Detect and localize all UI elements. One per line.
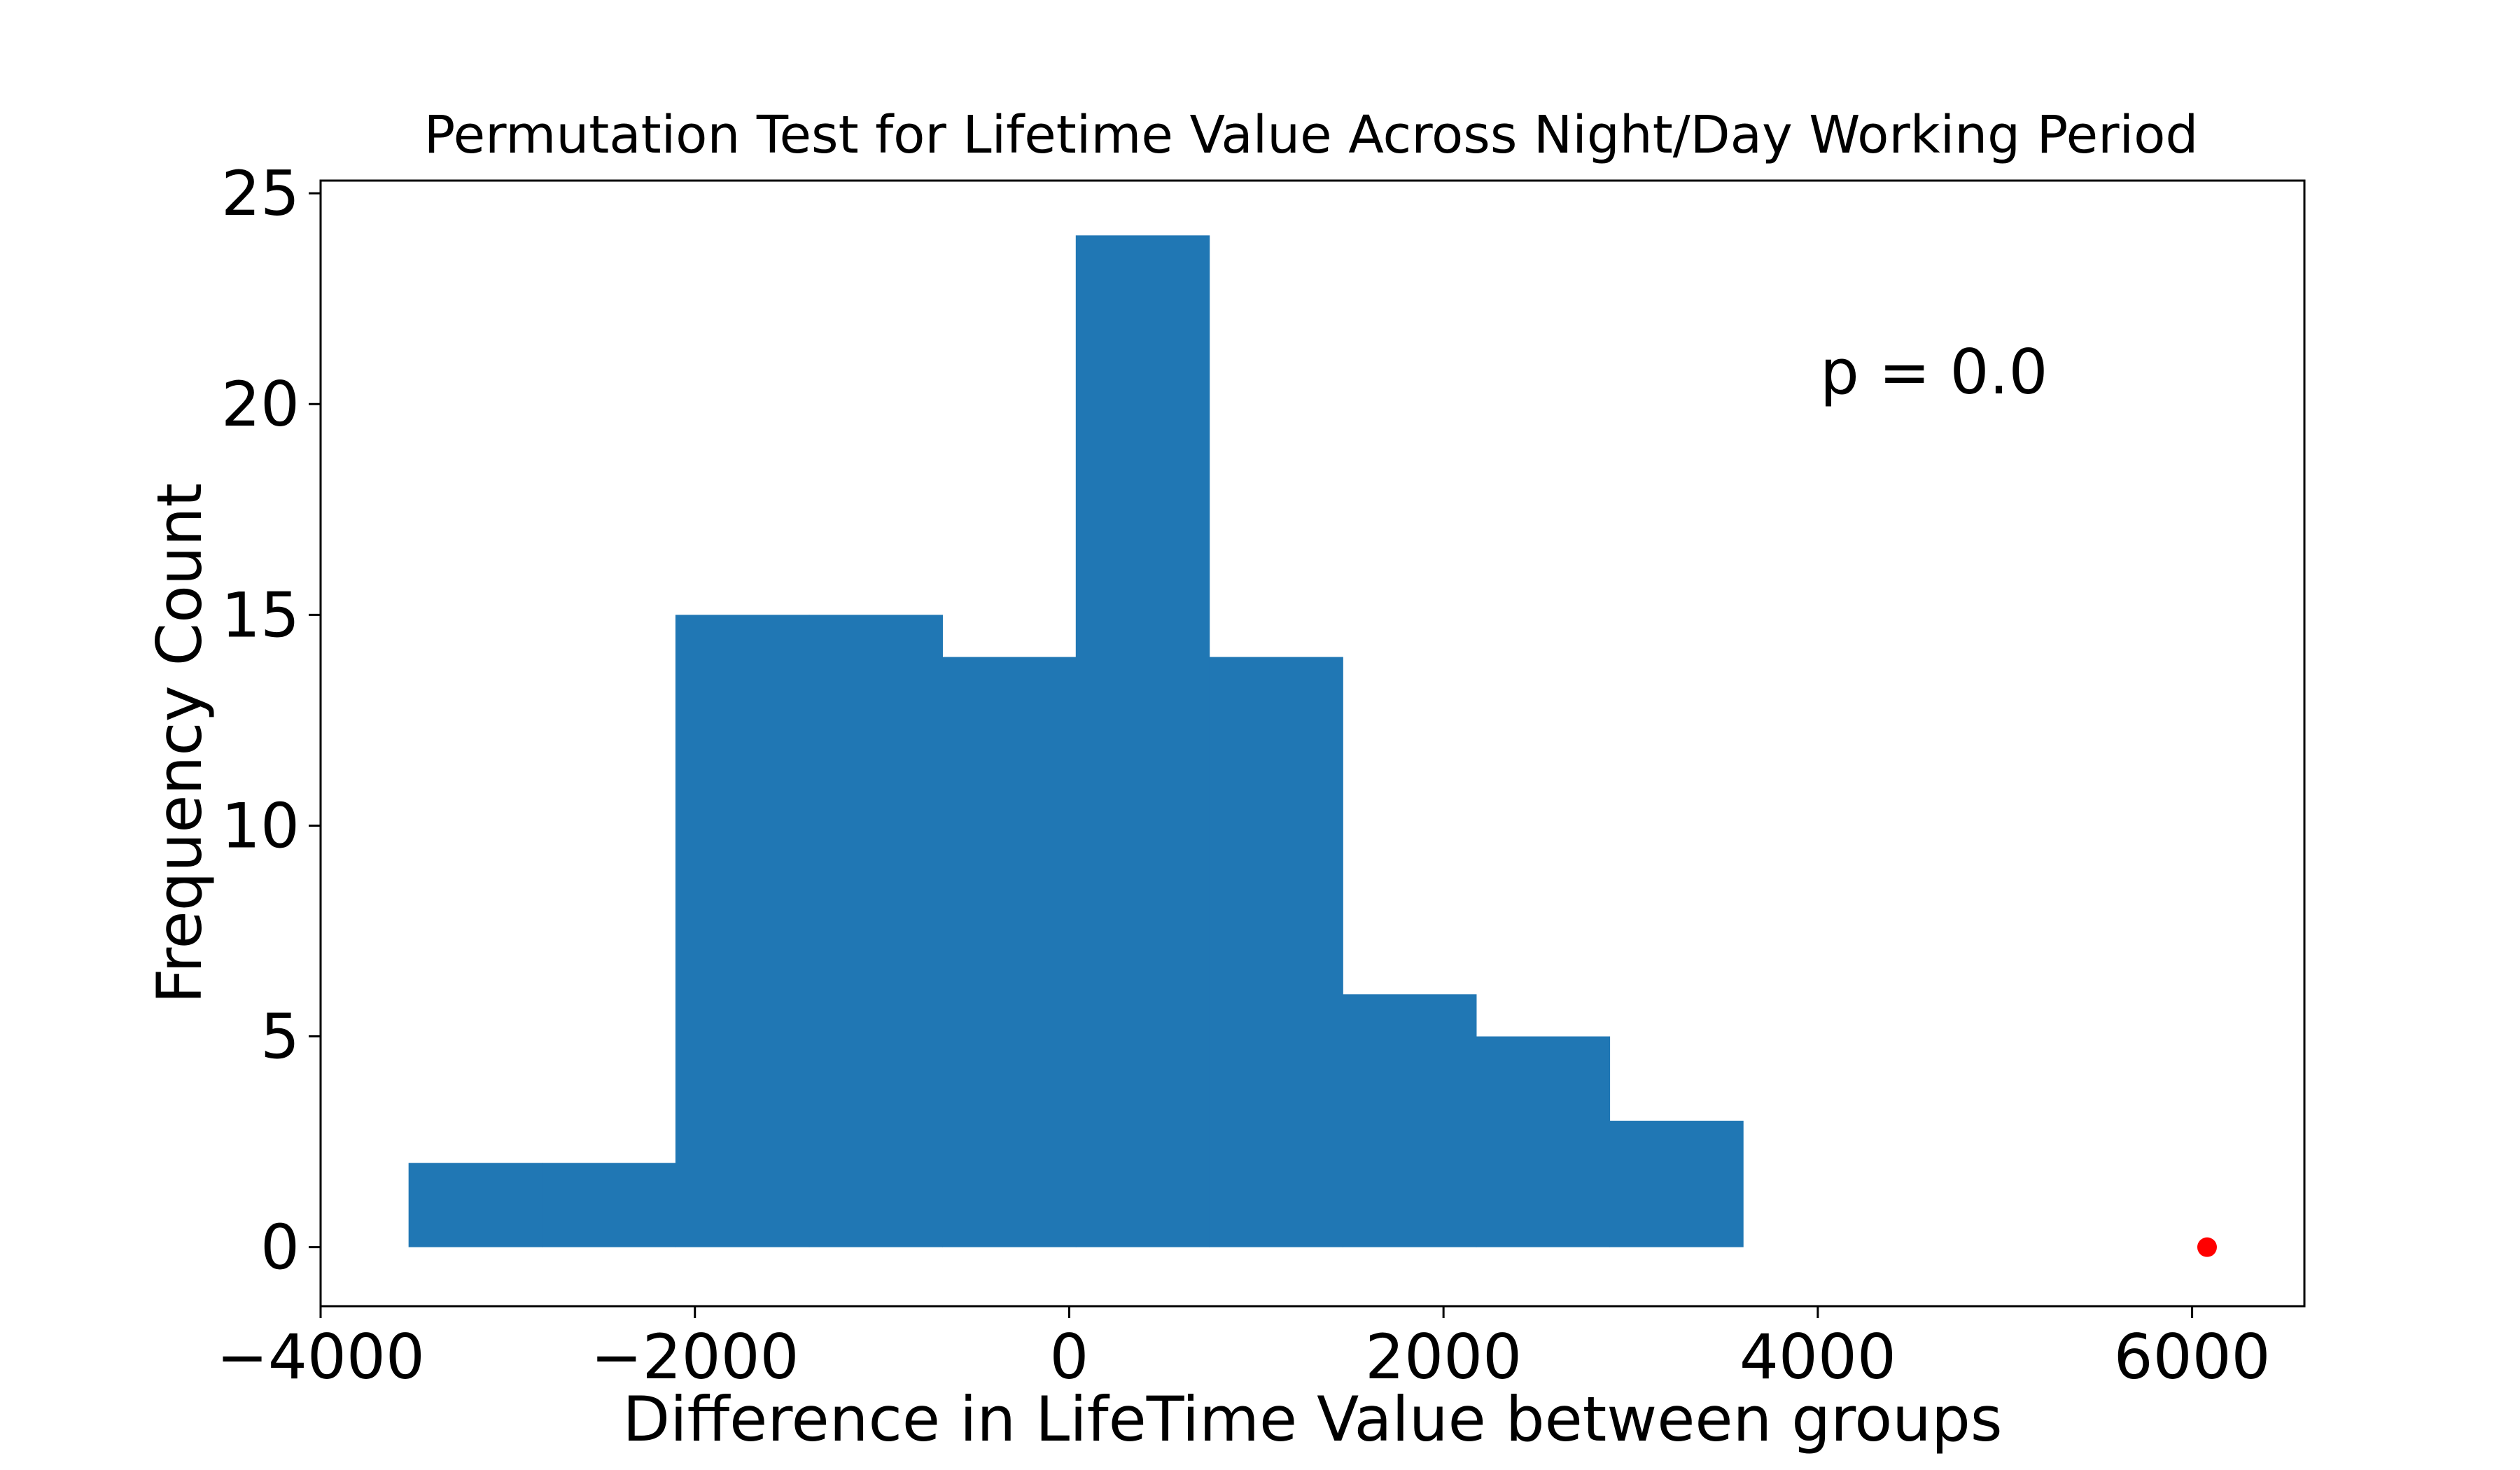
x-tick-label: −2000 — [591, 1321, 799, 1393]
observed-point-layer — [2197, 1237, 2217, 1257]
plot-frame — [319, 179, 2306, 1308]
x-tick-label: 6000 — [2114, 1321, 2271, 1393]
y-tick-label: 5 — [260, 1001, 300, 1073]
histogram-bars — [408, 235, 1744, 1247]
histogram-bar — [808, 615, 943, 1247]
y-tick-label: 10 — [221, 790, 300, 862]
chart-title: Permutation Test for Lifetime Value Acro… — [424, 105, 2199, 165]
histogram-bar — [1209, 657, 1343, 1247]
histogram-bar — [1609, 1121, 1744, 1247]
x-tick-label: 4000 — [1740, 1321, 1896, 1393]
y-axis-label: Frequency Count — [144, 483, 216, 1004]
histogram-bar — [942, 657, 1077, 1247]
histogram-bar — [1075, 235, 1210, 1247]
y-tick-label: 15 — [221, 579, 300, 651]
y-tick-label: 20 — [221, 368, 300, 440]
y-tick-label: 25 — [221, 158, 300, 230]
y-tick-label: 0 — [260, 1212, 300, 1284]
y-axis: 0 5 10 15 20 25 — [221, 158, 321, 1284]
histogram-bar — [1343, 994, 1477, 1247]
observed-difference-point — [2197, 1237, 2217, 1257]
p-value-annotation: p = 0.0 — [1820, 336, 2048, 408]
histogram-bar — [675, 615, 810, 1247]
histogram-bar — [408, 1163, 543, 1247]
x-tick-label: −4000 — [216, 1321, 425, 1393]
x-axis: −4000 −2000 0 2000 4000 6000 — [216, 1306, 2271, 1393]
histogram-bar — [1476, 1036, 1611, 1247]
x-tick-label: 0 — [1049, 1321, 1088, 1393]
histogram-bar — [542, 1163, 676, 1247]
x-axis-label: Difference in LifeTime Value between gro… — [622, 1383, 2002, 1455]
x-tick-label: 2000 — [1365, 1321, 1522, 1393]
